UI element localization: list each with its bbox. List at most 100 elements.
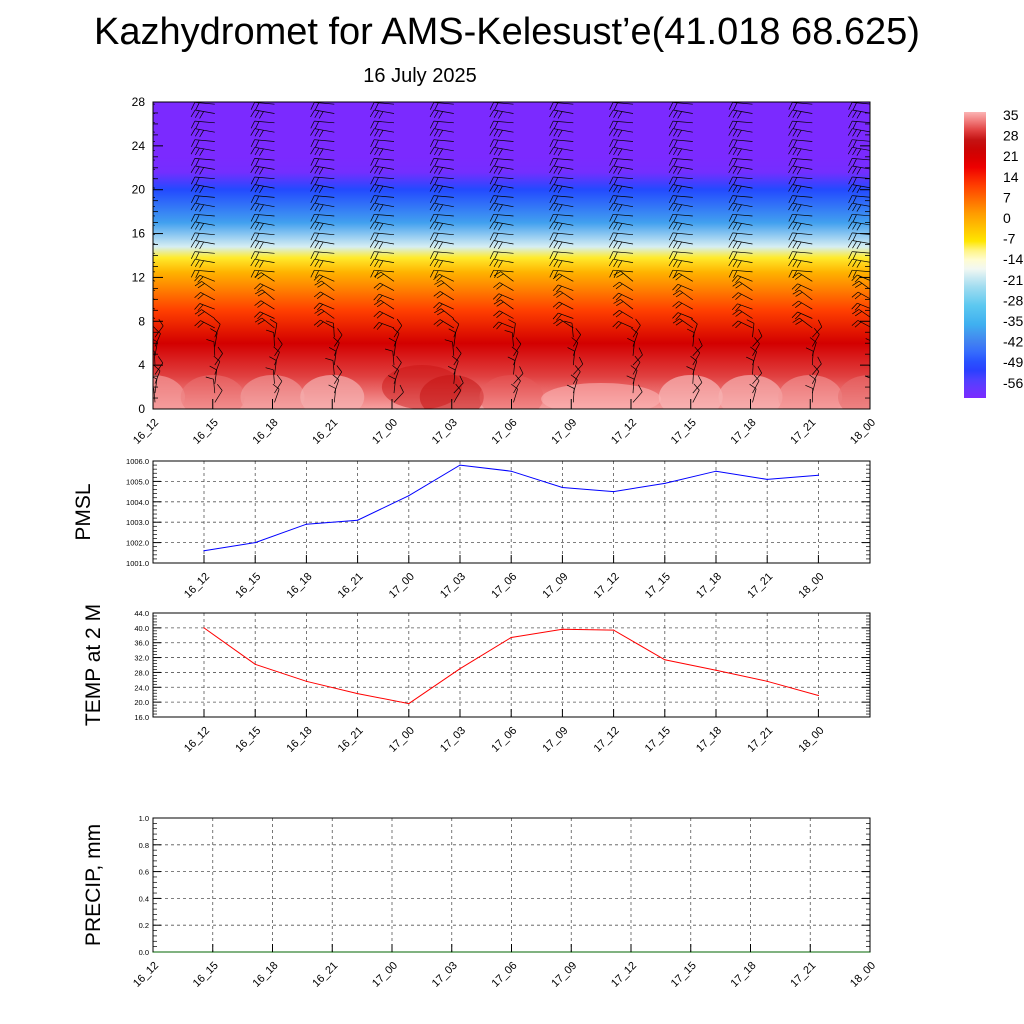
wind-barb bbox=[932, 324, 936, 337]
wind-barb-tick bbox=[608, 147, 614, 155]
x-tick-label: 17_06 bbox=[490, 417, 520, 447]
wind-barb-tick bbox=[912, 111, 916, 118]
x-tick-label: 17_12 bbox=[609, 960, 639, 990]
wind-barb bbox=[553, 158, 574, 161]
wind-barb bbox=[374, 139, 395, 142]
wind-barb bbox=[513, 343, 522, 356]
wind-barb-tick bbox=[813, 327, 820, 335]
wind-barb bbox=[613, 176, 634, 180]
wind-barb-tick bbox=[374, 241, 379, 249]
wind-barb-tick bbox=[677, 111, 682, 119]
wind-barb-tick bbox=[197, 283, 205, 289]
wind-barb-tick bbox=[626, 375, 635, 380]
wind-barb-tick bbox=[136, 215, 140, 222]
wind-barb bbox=[453, 382, 464, 394]
wind-barb bbox=[434, 221, 454, 226]
wind-barb-tick bbox=[609, 120, 614, 129]
wind-barb bbox=[214, 390, 223, 403]
x-tick-label: 16_12 bbox=[182, 571, 212, 601]
wind-barb-tick bbox=[310, 158, 315, 166]
wind-barb-tick bbox=[255, 214, 260, 223]
wind-barb-tick bbox=[672, 166, 678, 174]
wind-barb-tick bbox=[376, 284, 384, 291]
wind-barb-tick bbox=[314, 166, 320, 174]
wind-barb-tick bbox=[913, 159, 917, 166]
wind-barb bbox=[917, 312, 931, 319]
wind-barb-tick bbox=[317, 282, 325, 288]
wind-barb-tick bbox=[254, 272, 262, 278]
wind-barb-tick bbox=[672, 284, 679, 291]
wind-barb-tick bbox=[552, 301, 560, 308]
wind-barb-tick bbox=[136, 196, 140, 203]
wind-barb-tick bbox=[848, 120, 853, 129]
wind-barb-tick bbox=[796, 111, 802, 119]
plot-frame bbox=[152, 612, 871, 718]
wind-barb bbox=[912, 129, 932, 133]
wind-barb bbox=[314, 109, 335, 114]
wind-barb-tick bbox=[852, 309, 860, 315]
y-axis-title: PMSL bbox=[72, 483, 95, 540]
wind-barb-tick bbox=[731, 275, 738, 282]
wind-barb-tick bbox=[805, 347, 814, 352]
wind-barb-tick bbox=[370, 232, 375, 241]
wind-barb bbox=[732, 232, 753, 236]
wind-barb-tick bbox=[856, 241, 862, 250]
wind-barb-tick bbox=[254, 317, 263, 323]
wind-barb-tick bbox=[374, 185, 379, 193]
wind-barb-tick bbox=[250, 102, 255, 110]
wind-barb-tick bbox=[613, 147, 618, 156]
wind-barb-tick bbox=[908, 259, 912, 266]
wind-barb-tick bbox=[447, 365, 456, 371]
wind-barb-tick bbox=[917, 205, 921, 212]
wind-barb-tick bbox=[912, 167, 916, 174]
wind-barb-tick bbox=[259, 241, 264, 250]
wind-barb bbox=[274, 389, 280, 403]
wind-barb-tick bbox=[392, 365, 399, 371]
y-tick-label: 0.8 bbox=[139, 841, 149, 850]
wind-barb-tick bbox=[792, 251, 798, 260]
wind-barb bbox=[558, 273, 574, 282]
data-point bbox=[408, 703, 410, 705]
wind-barb-tick bbox=[494, 251, 499, 260]
wind-barb-tick bbox=[429, 120, 435, 129]
wind-barb bbox=[852, 139, 870, 142]
x-tick-label: 17_21 bbox=[788, 960, 818, 990]
wind-barb-tick bbox=[847, 128, 853, 136]
wind-barb-tick bbox=[434, 280, 442, 285]
wind-barb-tick bbox=[608, 203, 614, 211]
wind-barb-tick bbox=[737, 167, 742, 175]
wind-barb-tick bbox=[369, 259, 375, 267]
wind-barb-tick bbox=[553, 158, 559, 167]
wind-barb-tick bbox=[549, 128, 554, 136]
wind-barb-tick bbox=[378, 260, 384, 268]
wind-barb bbox=[513, 360, 516, 375]
wind-barb-tick bbox=[199, 223, 205, 231]
wind-barb-tick bbox=[376, 323, 383, 330]
wind-barb-tick bbox=[608, 221, 614, 229]
wind-barb-tick bbox=[908, 177, 912, 184]
wind-barb-tick bbox=[792, 214, 798, 223]
wind-barb-tick bbox=[250, 176, 255, 185]
wind-barb-tick bbox=[792, 110, 798, 118]
x-tick-label: 16_15 bbox=[233, 725, 263, 755]
wind-barb-tick bbox=[140, 205, 144, 212]
wind-barb-tick bbox=[140, 261, 144, 268]
wind-barb-tick bbox=[796, 167, 802, 175]
wind-barb-tick bbox=[672, 259, 678, 267]
wind-barb-tick bbox=[374, 195, 379, 204]
y-tick-label: 1002.0 bbox=[126, 539, 149, 548]
data-point bbox=[254, 663, 256, 665]
wind-barb-tick bbox=[553, 214, 559, 223]
wind-barb bbox=[433, 102, 454, 105]
wind-barb-tick bbox=[788, 251, 793, 259]
wind-barb-tick bbox=[735, 283, 743, 289]
wind-barb-tick bbox=[549, 158, 554, 166]
wind-barb-tick bbox=[912, 272, 919, 277]
wind-barb-tick bbox=[489, 240, 495, 248]
wind-barb bbox=[332, 360, 335, 375]
wind-barb-tick bbox=[617, 130, 623, 138]
wind-barb bbox=[319, 274, 335, 282]
wind-barb bbox=[632, 362, 641, 375]
y-axis-title: PRECIP, mm bbox=[82, 824, 105, 946]
